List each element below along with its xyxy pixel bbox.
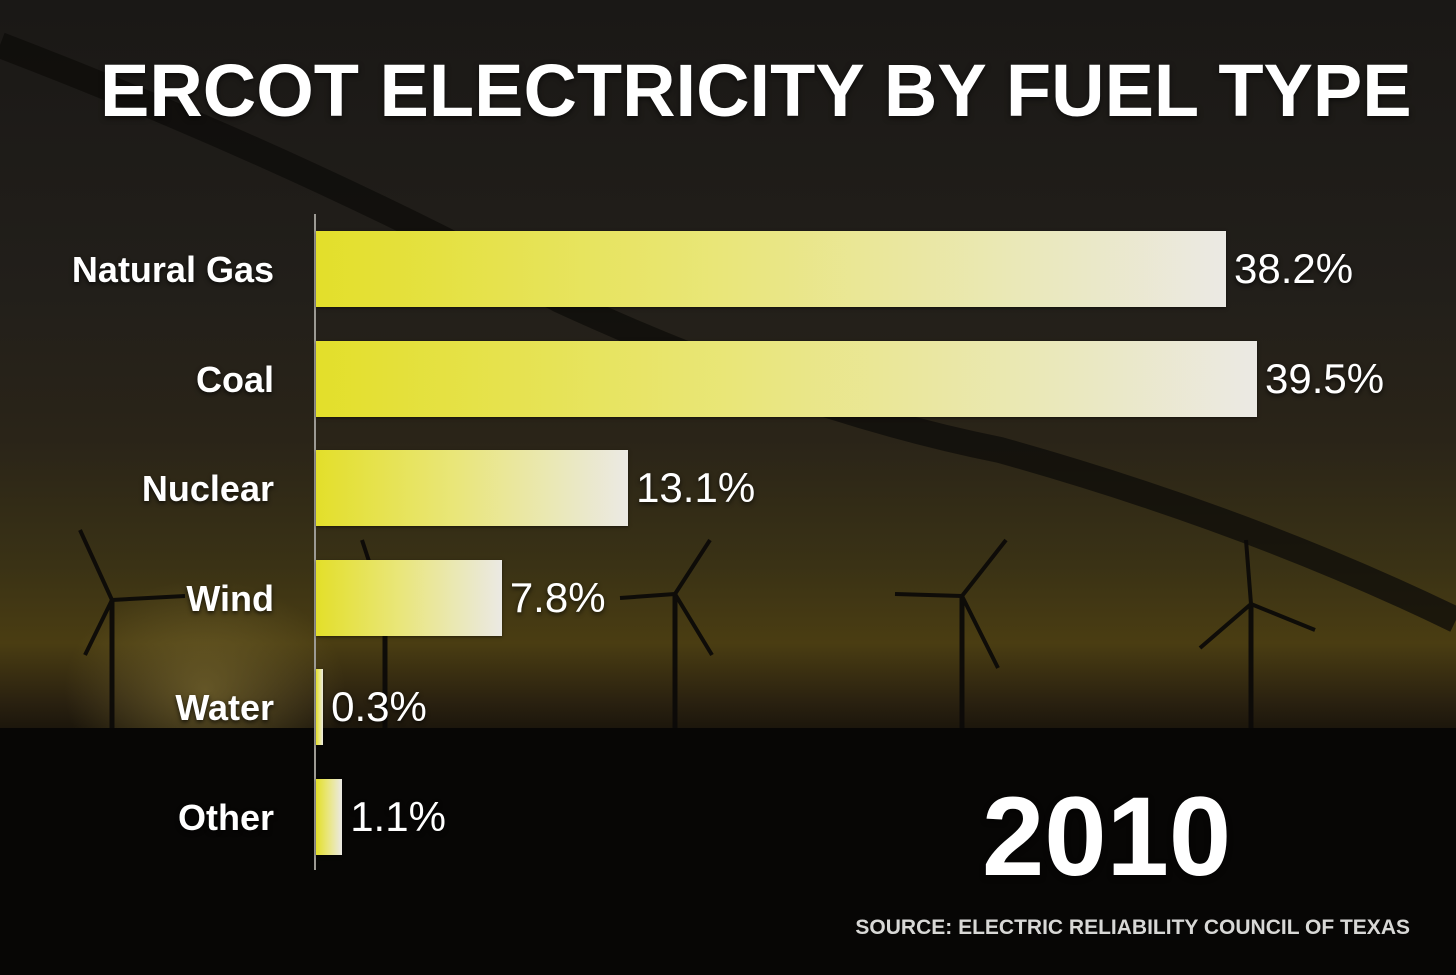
- category-label: Coal: [195, 358, 274, 400]
- year-label: 2010: [982, 774, 1232, 899]
- category-label: Natural Gas: [71, 249, 274, 290]
- bar: [316, 669, 324, 746]
- category-label: Other: [177, 797, 274, 838]
- bar: [316, 231, 1227, 307]
- source-note: SOURCE: ELECTRIC RELIABILITY COUNCIL OF …: [855, 916, 1410, 939]
- bar: [316, 779, 343, 855]
- bar: [316, 559, 502, 636]
- category-label: Wind: [186, 577, 274, 619]
- bar: [316, 340, 1257, 417]
- value-label: 39.5%: [1265, 354, 1385, 402]
- value-label: 38.2%: [1234, 245, 1354, 292]
- y-axis-line: [314, 214, 316, 870]
- value-label: 7.8%: [509, 573, 606, 621]
- value-label: 13.1%: [636, 464, 756, 512]
- category-label: Water: [175, 687, 274, 729]
- chart-title: ERCOT ELECTRICITY BY FUEL TYPE: [100, 49, 1412, 132]
- bar: [316, 450, 629, 527]
- category-label: Nuclear: [141, 468, 274, 510]
- value-label: 0.3%: [331, 683, 427, 731]
- value-label: 1.1%: [350, 793, 446, 840]
